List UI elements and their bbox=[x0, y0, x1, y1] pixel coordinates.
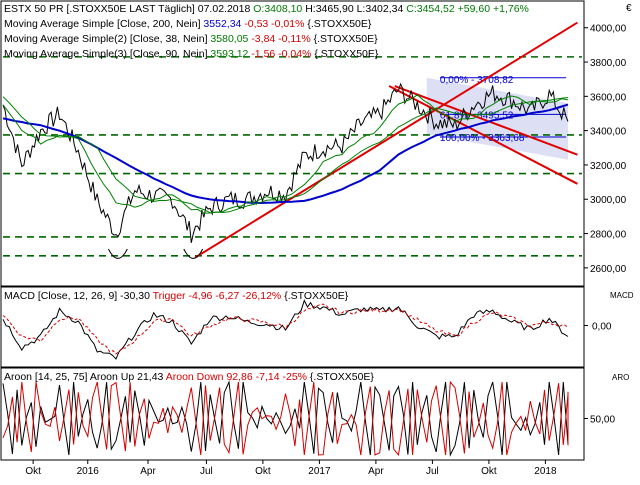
price-tick-label-4: 3400,00 bbox=[590, 127, 627, 138]
ma38-name: Moving Average Simple(2) [Close, 38, Nei… bbox=[4, 33, 208, 45]
macd-plot bbox=[2, 299, 569, 360]
price-tick-label-7: 4000,00 bbox=[590, 24, 627, 35]
downtrend-line-lower bbox=[388, 85, 578, 185]
ma200-legend: Moving Average Simple [Close, 200, Nein]… bbox=[4, 18, 371, 31]
ma38-legend: Moving Average Simple(2) [Close, 38, Nei… bbox=[4, 33, 378, 46]
price-axis-label: € bbox=[626, 3, 632, 14]
aroon-legend: Aroon [14, 25, 75] Aroon Up 21,43 Aroon … bbox=[4, 371, 374, 384]
time-label-9: 2018 bbox=[534, 466, 557, 477]
ma38-pct: -0,11% bbox=[278, 33, 311, 45]
aroon-name: Aroon [14, 25, 75] bbox=[4, 371, 88, 383]
ma90-symbol: {.STOXX50E} bbox=[314, 48, 379, 60]
aroon-down-line bbox=[2, 380, 569, 457]
aroon-up-label: Aroon Up bbox=[89, 371, 135, 383]
macd-value: -30,30 bbox=[120, 290, 150, 302]
aroon-up-value: 21,43 bbox=[137, 371, 164, 383]
ma200-name: Moving Average Simple [Close, 200, Nein] bbox=[4, 18, 201, 30]
time-label-1: 2016 bbox=[77, 466, 100, 477]
aroon-down-label: Aroon Down bbox=[165, 371, 224, 383]
macd-tick-label: 0,00 bbox=[592, 322, 612, 333]
fib-label-0: 0,00% - 3708,82 bbox=[440, 75, 514, 86]
price-change: +59,60 bbox=[457, 3, 491, 15]
ma90-pct: -0,04% bbox=[278, 48, 312, 60]
time-label-4: Okt bbox=[255, 466, 271, 477]
aroon-symbol: {.STOXX50E} bbox=[309, 371, 374, 383]
macd-trigger-values: -4,96 -6,27 -26,12% bbox=[188, 290, 282, 302]
ma90-change: -1,56 bbox=[251, 48, 276, 60]
time-label-2: Apr bbox=[140, 466, 156, 477]
ma200-symbol: {.STOXX50E} bbox=[307, 18, 372, 30]
time-label-5: 2017 bbox=[308, 466, 331, 477]
time-label-6: Apr bbox=[368, 466, 384, 477]
macd-name: MACD [Close, 12, 26, 9] bbox=[4, 290, 118, 302]
macd-trigger-label: Trigger bbox=[152, 290, 186, 302]
price-plot: 0,00% - 3708,8261,8% - 3495,52100,00% - … bbox=[2, 21, 582, 259]
macd-legend: MACD [Close, 12, 26, 9] -30,30 Trigger -… bbox=[4, 290, 348, 303]
macd-axis-label: MACD bbox=[610, 291, 634, 300]
macd-panel-frame bbox=[0, 286, 585, 368]
price-tick-label-6: 3800,00 bbox=[590, 58, 627, 69]
price-close: C:3454,52 bbox=[406, 3, 455, 15]
aroon-tick-label: 50,00 bbox=[590, 415, 615, 426]
downtrend-line-upper bbox=[394, 85, 578, 156]
price-open: O:3408,10 bbox=[253, 3, 303, 15]
price-high: H:3465,90 bbox=[305, 3, 354, 15]
macd-symbol: {.STOXX50E} bbox=[284, 290, 349, 302]
aroon-plot bbox=[2, 380, 569, 457]
uptrend-line bbox=[194, 21, 578, 259]
time-label-0: Okt bbox=[25, 466, 41, 477]
time-label-8: Okt bbox=[481, 466, 497, 477]
time-label-7: Jul bbox=[426, 466, 439, 477]
ma90-value: 3593,12 bbox=[210, 48, 249, 60]
axes: 2600,00 2800,00 3000,00 3200,00 3400,00 3600,… bbox=[25, 24, 633, 477]
ma200-pct: -0,01% bbox=[271, 18, 305, 30]
price-change-pct: +1,76% bbox=[492, 3, 529, 15]
macd-trigger-line bbox=[2, 303, 569, 355]
price-tick-label-2: 3000,00 bbox=[590, 195, 627, 206]
ma90-name: Moving Average Simple(3) [Close, 90, Nei… bbox=[4, 48, 208, 60]
price-tick-label-0: 2600,00 bbox=[590, 264, 627, 275]
price-tick-label-3: 3200,00 bbox=[590, 161, 627, 172]
ma38-value: 3580,05 bbox=[210, 33, 249, 45]
fib-label-2: 100,00% - 3363,68 bbox=[440, 133, 525, 144]
ma90-line bbox=[2, 96, 569, 214]
price-title: ESTX 50 PR [.STOXX50E LAST Täglich] 07.0… bbox=[4, 3, 251, 15]
ma200-change: -0,53 bbox=[244, 18, 269, 30]
price-legend-line-1: ESTX 50 PR [.STOXX50E LAST Täglich] 07.0… bbox=[4, 3, 529, 16]
bottom-arc-2 bbox=[183, 248, 204, 259]
aroon-down-value: 92,86 -7,14 -25% bbox=[226, 371, 307, 383]
price-tick-label-1: 2800,00 bbox=[590, 230, 627, 241]
macd-line bbox=[2, 299, 569, 360]
ma200-value: 3552,34 bbox=[203, 18, 242, 30]
ma38-line bbox=[2, 94, 569, 214]
bottom-arc-1 bbox=[108, 248, 128, 259]
ma38-change: -3,84 bbox=[251, 33, 276, 45]
time-label-3: Jul bbox=[200, 466, 213, 477]
aroon-axis-label: ARO bbox=[612, 373, 629, 382]
ma90-legend: Moving Average Simple(3) [Close, 90, Nei… bbox=[4, 48, 378, 61]
price-tick-label-5: 3600,00 bbox=[590, 92, 627, 103]
ma38-symbol: {.STOXX50E} bbox=[313, 33, 378, 45]
price-low: L:3402,34 bbox=[356, 3, 404, 15]
